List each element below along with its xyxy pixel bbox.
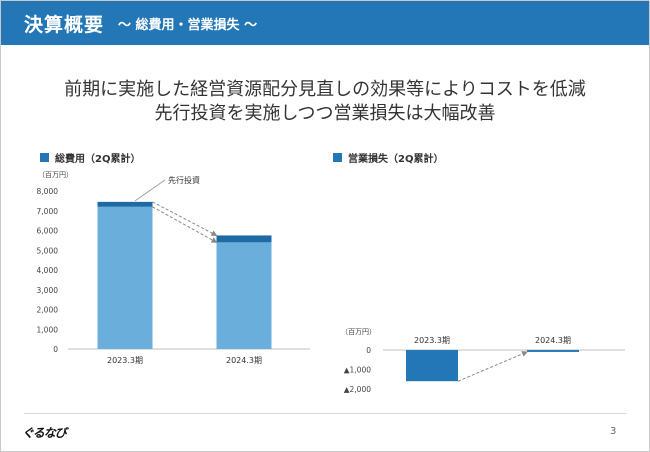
chart-1-title: 総費用（2Q累計） (55, 154, 141, 165)
chart-2-y-tick-label: ▲2,000 (344, 385, 371, 394)
chart-1-connector-top (152, 201, 218, 236)
chart-2-x-tick-label: 2024.3期 (535, 336, 571, 345)
chart-1-connector-bottom (152, 206, 218, 243)
chart-1-y-tick-label: 5,000 (37, 246, 59, 255)
footer-divider (24, 413, 627, 414)
chart-1-legend: 総費用（2Q累計） (40, 150, 140, 165)
slide-subtitle: ～ 総費用・営業損失 ～ (118, 17, 258, 33)
chart-operating-loss: （百万円） 0 ▲1,000 ▲2,000 2023.3期 2024.3期 (341, 328, 625, 394)
chart-2-x-tick-label: 2023.3期 (414, 336, 450, 345)
chart-1-x-tick-label: 2023.3期 (107, 356, 143, 365)
slide-header: 決算概要 ～ 総費用・営業損失 ～ (1, 1, 649, 45)
chart-1-y-tick-label: 4,000 (37, 266, 59, 275)
chart-1-y-tick-label: 7,000 (37, 207, 59, 216)
chart-1-annotation-label: 先行投資 (168, 175, 200, 185)
chart-1-y-tick-label: 6,000 (37, 227, 59, 236)
chart-2-connector (457, 351, 528, 382)
chart-1-y-tick-label: 0 (53, 345, 58, 354)
chart-2-bar (527, 350, 579, 352)
chart-1-bar-base (216, 242, 272, 349)
chart-total-cost: （百万円） 0 1,000 2,000 3,000 4,000 5,000 6,000 7,00… (37, 171, 310, 365)
chart-2-y-tick-label: ▲1,000 (344, 366, 371, 375)
company-logo: ぐるなび (22, 426, 67, 440)
chart-1-y-tick-label: 3,000 (37, 286, 59, 295)
slide-title: 決算概要 (24, 13, 105, 36)
chart-1-bar-base (97, 206, 153, 349)
chart-2-bar (406, 350, 458, 382)
chart-1-bar-investment (216, 235, 272, 243)
chart-1-y-tick-label: 2,000 (37, 306, 59, 315)
chart-2-y-tick-label: 0 (366, 346, 371, 355)
headline-line-2: 先行投資を実施しつつ営業損失は大幅改善 (154, 103, 496, 124)
chart-1-unit-label: （百万円） (38, 171, 73, 179)
chart-2-legend-swatch (333, 153, 342, 162)
page-number: 3 (610, 426, 617, 437)
chart-1-y-tick-label: 8,000 (37, 187, 59, 196)
chart-2-legend: 営業損失（2Q累計） (333, 150, 443, 165)
chart-2-unit-label: （百万円） (341, 328, 376, 336)
chart-1-x-tick-label: 2024.3期 (226, 356, 262, 365)
chart-2-title: 営業損失（2Q累計） (348, 154, 444, 165)
chart-1-annotation-leader (134, 179, 166, 202)
chart-1-y-tick-label: 1,000 (37, 325, 59, 334)
headline-line-1: 前期に実施した経営資源配分見直しの効果等によりコストを低減 (64, 79, 586, 100)
chart-1-legend-swatch (40, 153, 49, 162)
chart-1-bar-investment (97, 201, 153, 207)
